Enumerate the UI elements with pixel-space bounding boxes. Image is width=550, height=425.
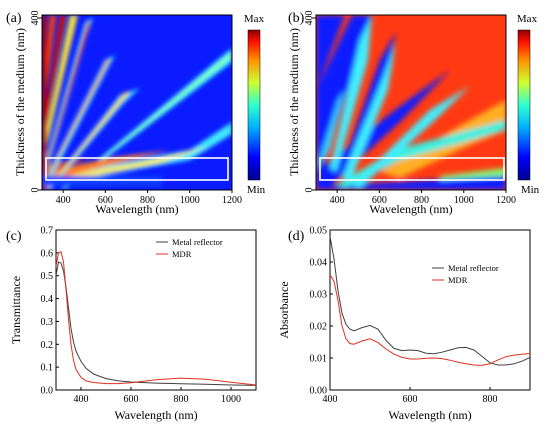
ytick-label: 0.04 <box>310 258 328 269</box>
ytick-label: 0.7 <box>41 226 54 237</box>
panel-c-label: (c) <box>6 229 22 244</box>
heatmap-a-ylabel: Thickness of the medium (nm) <box>13 28 27 176</box>
panel-d: (d) 400 600 800 0.00 0.01 0.02 0.03 0.04 0.05 Me… <box>277 226 531 422</box>
xtick-label: 600 <box>403 394 418 405</box>
xtick-label: 1200 <box>222 195 242 206</box>
colorbar-a <box>247 29 261 181</box>
plot-c-xlabel: Wavelength (nm) <box>114 408 197 422</box>
colorbar-b-min: Min <box>521 184 540 196</box>
ytick-label: 0.3 <box>41 317 54 328</box>
ytick-label: 0.01 <box>310 354 328 365</box>
legend-d-entry: MDR <box>448 275 468 285</box>
xtick-label: 1200 <box>496 195 516 206</box>
panel-b-label: (b) <box>288 11 305 26</box>
plot-c-ylabel: Transmittance <box>9 276 23 344</box>
ytick-label: 0.03 <box>310 290 328 301</box>
ytick-label: 0.0 <box>41 386 54 397</box>
heatmap-a-ytick: 400 <box>30 11 41 26</box>
xtick-label: 800 <box>174 394 189 405</box>
heatmap-a <box>42 15 232 190</box>
heatmap-b-ytick: 400 <box>304 11 315 26</box>
panel-a-label: (a) <box>6 11 22 26</box>
ytick-label: 0.05 <box>310 226 328 237</box>
xtick-label: 800 <box>140 195 155 206</box>
xtick-label: 400 <box>330 195 345 206</box>
xtick-label: 1000 <box>454 195 474 206</box>
panel-d-label: (d) <box>288 229 305 244</box>
heatmap-a-ytick: 0 <box>30 188 41 193</box>
colorbar-a-max: Max <box>244 13 265 25</box>
plot-d-frame <box>329 229 531 391</box>
heatmap-b-ytick: 0 <box>304 188 315 193</box>
ytick-label: 0.00 <box>310 386 328 397</box>
ytick-label: 0.5 <box>41 271 54 282</box>
panel-c: (c) 400 600 800 1000 0.0 0.1 0.2 0.3 0.4 0.5 0.6 0.… <box>6 226 257 422</box>
heatmap-b-highlight-box <box>319 157 505 181</box>
xtick-label: 400 <box>56 195 71 206</box>
xtick-label: 400 <box>74 394 89 405</box>
xtick-label: 400 <box>323 394 338 405</box>
ytick-label: 0.1 <box>41 363 54 374</box>
heatmap-a-highlight-box <box>45 157 229 181</box>
ytick-label: 0.2 <box>41 340 54 351</box>
xtick-label: 800 <box>483 394 498 405</box>
heatmap-b-frame <box>315 14 507 191</box>
series-line-metal-reflector <box>55 261 257 386</box>
heatmap-b-xlabel: Wavelength (nm) <box>369 202 452 216</box>
heatmap-a-frame <box>41 14 233 191</box>
heatmap-b <box>316 15 506 190</box>
xtick-label: 600 <box>124 394 139 405</box>
heatmap-a-xlabel: Wavelength (nm) <box>95 202 178 216</box>
xtick-label: 1000 <box>221 394 241 405</box>
colorbar-b-max: Max <box>517 13 538 25</box>
legend-c: Metal reflector MDR <box>156 237 223 259</box>
plot-d-xlabel: Wavelength (nm) <box>388 408 471 422</box>
series-line-metal-reflector <box>329 236 531 366</box>
colorbar-b <box>517 29 531 181</box>
legend-d-entry: Metal reflector <box>448 263 499 273</box>
heatmap-b-ylabel: Thickness of the medium (nm) <box>287 28 301 176</box>
legend-d: Metal reflector MDR <box>432 263 499 285</box>
xtick-label: 600 <box>98 195 113 206</box>
xtick-label: 600 <box>372 195 387 206</box>
xtick-label: 800 <box>414 195 429 206</box>
ytick-label: 0.4 <box>41 294 54 305</box>
legend-c-entry: MDR <box>172 249 192 259</box>
plot-c-frame <box>55 229 257 391</box>
series-line-mdr <box>329 274 531 366</box>
plot-d-ylabel: Absorbance <box>277 281 291 338</box>
series-line-mdr <box>55 250 257 386</box>
ytick-label: 0.6 <box>41 248 54 259</box>
panel-a: (a) <box>6 11 266 217</box>
colorbar-a-min: Min <box>247 184 266 196</box>
panel-b: (b) 0 400 400 600 800 1000 1200 <box>287 11 540 217</box>
legend-c-entry: Metal reflector <box>172 237 223 247</box>
ytick-label: 0.02 <box>310 322 328 333</box>
xtick-label: 1000 <box>180 195 200 206</box>
